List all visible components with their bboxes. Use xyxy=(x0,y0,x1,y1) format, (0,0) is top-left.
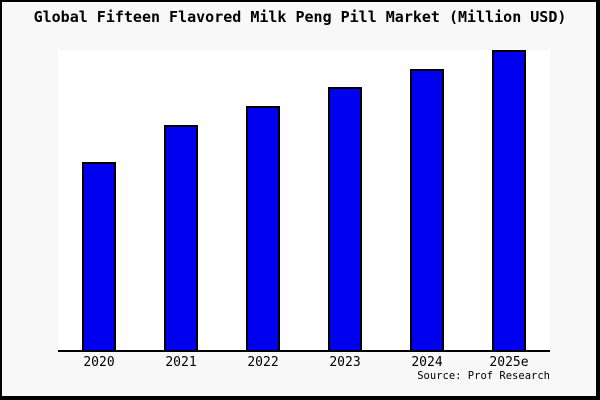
bar-2021 xyxy=(164,125,198,350)
x-axis-labels: 2020 2021 2022 2023 2024 2025e xyxy=(58,355,550,370)
x-tick-label: 2023 xyxy=(329,355,361,370)
plot-area xyxy=(58,50,550,352)
bar-2024 xyxy=(410,68,444,350)
chart-title: Global Fifteen Flavored Milk Peng Pill M… xyxy=(33,8,567,26)
bar-slot xyxy=(58,50,140,350)
bar-slot xyxy=(140,50,222,350)
bar-slot xyxy=(222,50,304,350)
x-tick-label: 2021 xyxy=(165,355,197,370)
bar-2022 xyxy=(246,106,280,350)
bars-container xyxy=(58,50,550,350)
bar-2025e xyxy=(492,50,526,350)
x-tick-label: 2024 xyxy=(411,355,443,370)
bar-2020 xyxy=(82,161,116,350)
x-tick-label: 2020 xyxy=(83,355,115,370)
bar-slot xyxy=(468,50,550,350)
source-credit: Source: Prof Research xyxy=(417,370,550,382)
x-tick-label: 2022 xyxy=(247,355,279,370)
bar-slot xyxy=(304,50,386,350)
x-tick-label: 2025e xyxy=(489,355,529,370)
bar-slot xyxy=(386,50,468,350)
bar-2023 xyxy=(328,86,362,350)
